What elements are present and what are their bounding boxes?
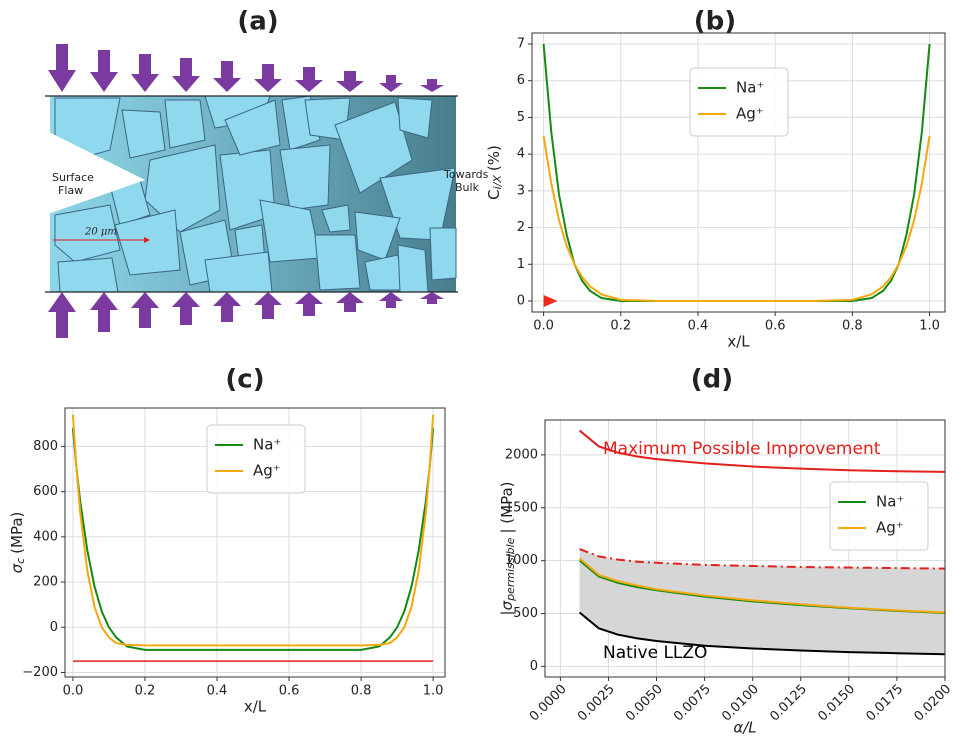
x-tick-label: 0.0 — [63, 684, 84, 699]
y-label-main: |σ — [498, 600, 516, 615]
legend-label: Na⁺ — [736, 79, 764, 97]
x-tick-label: 0.4 — [207, 684, 228, 699]
legend-label: Ag⁺ — [876, 519, 904, 537]
x-tick-label: 0.0200 — [912, 682, 955, 725]
y-tick-label: 400 — [33, 529, 58, 544]
y-tick-label: 6 — [517, 73, 525, 88]
y-label-main: σ — [8, 563, 26, 573]
series-line — [71, 414, 435, 647]
grains — [54, 95, 457, 293]
x-tick-label: 0.6 — [765, 319, 786, 334]
x-tick-label: 0.0000 — [527, 682, 570, 725]
x-axis-label: α/L — [733, 719, 756, 737]
y-tick-label: 0 — [50, 620, 58, 635]
x-tick-label: 0.0175 — [863, 682, 906, 725]
x-tick-label: 0.2 — [610, 319, 631, 334]
annotation: Native LLZO — [603, 643, 707, 663]
flaw-label: Flaw — [58, 184, 83, 197]
bulk-label: Towards — [443, 168, 489, 181]
plot-frame — [64, 407, 446, 678]
x-tick-label: 0.2 — [135, 684, 156, 699]
x-tick-label: 0.0050 — [623, 682, 666, 725]
plot-frame — [531, 32, 946, 313]
y-tick-label: 600 — [33, 484, 58, 499]
series-line — [578, 429, 946, 473]
y-tick-label: 1 — [517, 257, 525, 272]
chart-title: (d) — [691, 365, 733, 395]
annotation: Maximum Possible Improvement — [603, 439, 881, 459]
y-tick-label: 0 — [530, 659, 538, 674]
scale-label: 20 μm — [84, 227, 117, 238]
x-tick-label: 1.0 — [919, 319, 940, 334]
bulk-label: Bulk — [455, 181, 480, 194]
y-tick-label: 1500 — [505, 500, 538, 515]
y-tick-label: 0 — [517, 293, 525, 308]
legend-label: Na⁺ — [253, 436, 281, 454]
x-tick-label: 0.0075 — [671, 682, 714, 725]
chart-title: (c) — [225, 365, 264, 395]
y-label-sub: i/X — [491, 175, 504, 190]
y-tick-label: 500 — [513, 606, 538, 621]
panel-a: (a) — [45, 7, 489, 338]
x-tick-label: 0.0150 — [815, 682, 858, 725]
legend-label: Ag⁺ — [253, 462, 281, 480]
surface-flaw — [45, 130, 145, 215]
y-label-unit: (MPa) — [8, 512, 26, 554]
y-label-sub: permissible — [504, 537, 517, 602]
x-tick-label: 0.0125 — [767, 682, 810, 725]
flaw-label: Surface — [52, 171, 94, 184]
series-line — [542, 135, 931, 302]
y-tick-label: 2 — [517, 220, 525, 235]
plot-frame — [544, 419, 946, 678]
x-tick-label: 1.0 — [423, 684, 444, 699]
panel-title: (a) — [237, 7, 278, 37]
y-tick-label: 3 — [517, 183, 525, 198]
x-tick-label: 0.8 — [351, 684, 372, 699]
y-tick-label: 2000 — [505, 447, 538, 462]
x-tick-label: 0.8 — [842, 319, 863, 334]
series-line — [71, 428, 435, 651]
x-axis-label: x/L — [244, 698, 267, 716]
series-line — [579, 548, 946, 570]
y-label-main: C — [485, 189, 503, 199]
marker — [543, 294, 558, 307]
y-tick-label: 7 — [517, 37, 525, 52]
legend-box — [689, 67, 789, 137]
x-tick-label: 0.0025 — [575, 682, 618, 725]
y-axis-label: |σpermissible | (MPa) — [498, 482, 518, 616]
scale-arrow — [144, 237, 150, 243]
y-label-unit: | (MPa) — [498, 482, 516, 534]
legend-label: Ag⁺ — [736, 105, 764, 123]
legend-label: Na⁺ — [876, 493, 904, 511]
y-axis-label: σc (MPa) — [8, 512, 28, 574]
series-line — [578, 611, 946, 656]
y-tick-label: −200 — [22, 665, 58, 680]
y-tick-label: 200 — [33, 575, 58, 590]
y-tick-label: 5 — [517, 110, 525, 125]
y-axis-label: Ci/X (%) — [485, 145, 505, 200]
x-axis-label: x/L — [727, 333, 750, 351]
compressive-arrows — [48, 44, 444, 338]
y-tick-label: 1000 — [505, 553, 538, 568]
y-tick-label: 4 — [517, 147, 525, 162]
legend-box — [829, 481, 929, 551]
chart-title: (b) — [694, 7, 736, 37]
x-tick-label: 0.4 — [688, 319, 709, 334]
y-label-sub: c — [14, 558, 27, 564]
series-line — [578, 557, 946, 614]
y-label-unit: (%) — [485, 145, 503, 171]
y-tick-label: 800 — [33, 439, 58, 454]
x-tick-label: 0.6 — [279, 684, 300, 699]
legend-box — [206, 424, 306, 494]
x-tick-label: 0.0 — [533, 319, 554, 334]
